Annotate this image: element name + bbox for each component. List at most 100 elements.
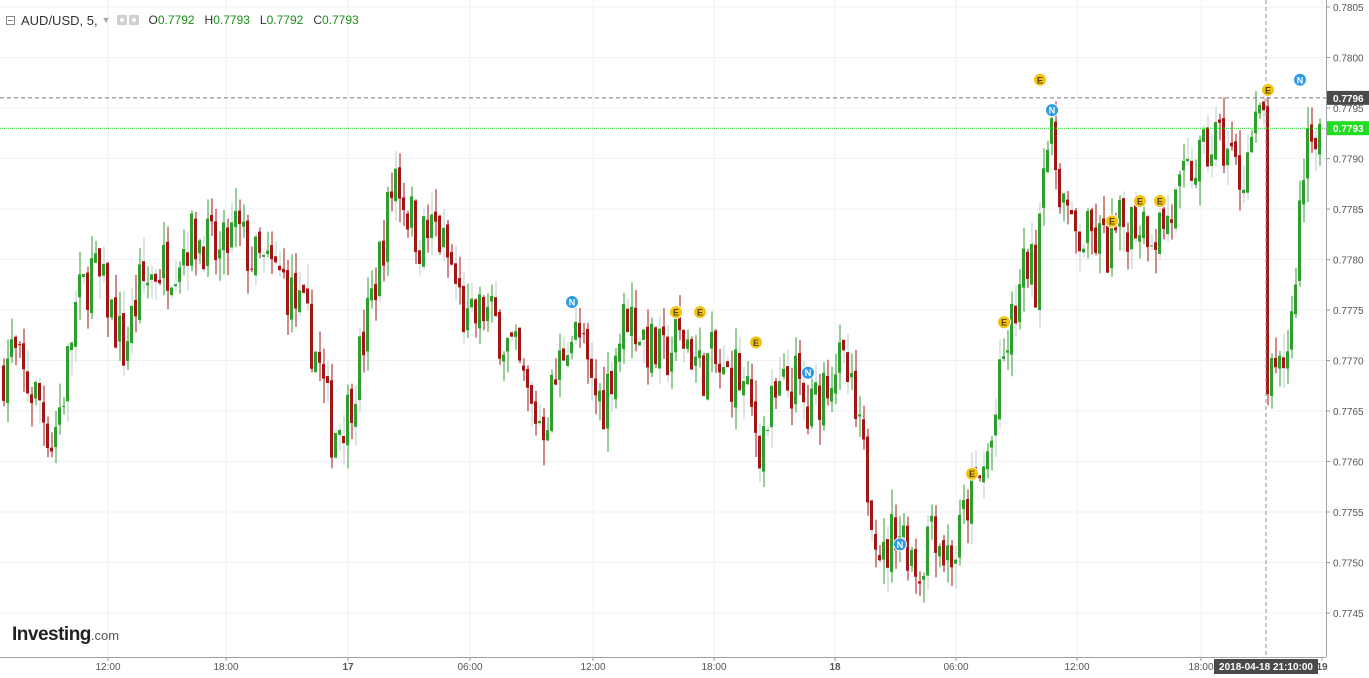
candle-body	[34, 381, 37, 399]
candle-body	[542, 416, 545, 441]
candle-body	[1166, 215, 1169, 235]
candle-body	[858, 414, 861, 417]
candle-body	[62, 405, 65, 407]
candle-body	[758, 435, 761, 469]
news-event-icon[interactable]	[565, 295, 579, 309]
news-event-icon[interactable]	[801, 365, 815, 380]
candle-body	[954, 559, 957, 564]
visibility-icon[interactable]	[116, 15, 127, 25]
candle-body	[1086, 211, 1089, 243]
candle-body	[402, 197, 405, 211]
caret-down-icon[interactable]: ▼	[101, 15, 111, 25]
candle-body	[466, 308, 469, 331]
candle-body	[550, 374, 553, 431]
x-tick-label: 18	[829, 662, 841, 673]
candle-body	[766, 429, 769, 431]
candle-body	[1270, 357, 1273, 396]
candle-body	[662, 326, 665, 336]
candle-body	[1018, 284, 1021, 322]
candle-body	[922, 576, 925, 580]
economic-event-icon[interactable]	[669, 305, 683, 320]
candle-body	[158, 279, 161, 284]
economic-event-icon[interactable]	[1033, 72, 1047, 87]
candle-body	[982, 466, 985, 483]
candle-body	[70, 342, 73, 351]
news-event-icon[interactable]	[893, 537, 907, 552]
candle-body	[450, 251, 453, 265]
candle-body	[914, 549, 917, 577]
candle-body	[314, 351, 317, 373]
candle-body	[306, 288, 309, 304]
candle-body	[862, 419, 865, 440]
candle-body	[74, 301, 77, 347]
economic-event-icon[interactable]	[693, 305, 707, 320]
candle-body	[742, 380, 745, 396]
candle-body	[910, 550, 913, 567]
candle-body	[794, 355, 797, 405]
candle-body	[446, 224, 449, 258]
candle-body	[882, 541, 885, 560]
economic-event-icon[interactable]	[1105, 214, 1119, 229]
economic-event-icon[interactable]	[749, 335, 763, 350]
economic-event-icon[interactable]	[1153, 194, 1167, 208]
candle-body	[722, 366, 725, 375]
candle-body	[1202, 129, 1205, 142]
close-value: 0.7793	[321, 13, 359, 27]
candle-body	[726, 361, 729, 368]
candle-body	[1046, 149, 1049, 172]
candle-body	[94, 253, 97, 263]
open-label: O	[148, 13, 158, 27]
logo-suffix: .com	[90, 628, 120, 643]
event-marker-letter: E	[1109, 217, 1115, 227]
economic-event-icon[interactable]	[1261, 82, 1275, 97]
candle-body	[342, 435, 345, 444]
candle-body	[970, 471, 973, 524]
collapse-icon[interactable]	[6, 15, 15, 25]
candle-body	[594, 378, 597, 396]
candle-body	[50, 447, 53, 452]
y-tick-label: 0.7805	[1333, 3, 1364, 14]
candle-body	[302, 284, 305, 293]
news-event-icon[interactable]	[1293, 72, 1307, 87]
settings-icon[interactable]	[128, 15, 139, 25]
candle-body	[710, 332, 713, 349]
event-marker-letter: N	[1049, 106, 1056, 116]
news-event-icon[interactable]	[1045, 103, 1059, 118]
candle-body	[1050, 118, 1053, 144]
economic-event-icon[interactable]	[965, 466, 979, 481]
candle-body	[90, 258, 93, 314]
economic-event-icon[interactable]	[997, 315, 1011, 330]
candle-body	[178, 267, 181, 283]
candle-body	[278, 265, 281, 271]
candle-body	[734, 349, 737, 408]
candle-body	[406, 213, 409, 230]
candle-body	[382, 240, 385, 266]
candle-body	[938, 546, 941, 557]
candle-body	[422, 216, 425, 267]
candle-body	[134, 299, 137, 317]
high-label: H	[204, 13, 214, 27]
candle-body	[630, 306, 633, 336]
candle-body	[166, 241, 169, 291]
candle-body	[398, 167, 401, 199]
event-marker-letter: E	[753, 338, 759, 348]
event-marker-letter: E	[969, 469, 975, 479]
candle-body	[1242, 189, 1245, 194]
candle-body	[842, 339, 845, 351]
candle-body	[78, 274, 81, 298]
candle-body	[694, 356, 697, 366]
candle-body	[702, 355, 705, 396]
candle-body	[258, 231, 261, 253]
economic-event-icon[interactable]	[1133, 194, 1147, 208]
candle-body	[462, 285, 465, 333]
event-marker-letter: E	[1037, 75, 1043, 85]
candle-body	[894, 517, 897, 551]
y-tick-label: 0.7800	[1333, 54, 1364, 65]
candle-body	[150, 274, 153, 280]
candle-body	[354, 403, 357, 427]
y-tick-label: 0.7780	[1333, 256, 1364, 267]
candle-body	[950, 545, 953, 568]
candle-body	[1122, 198, 1125, 228]
